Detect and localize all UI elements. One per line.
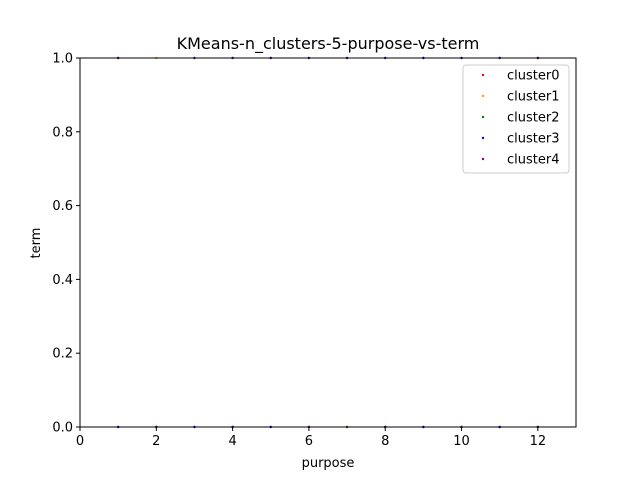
y-tick-label-0: 0.0	[52, 421, 73, 436]
legend-label-cluster4: cluster4	[507, 153, 559, 168]
x-tick-label-3: 6	[305, 434, 313, 449]
y-tick-label-4: 0.8	[52, 125, 73, 140]
legend-marker-cluster3	[481, 136, 485, 140]
x-tick-label-5: 10	[453, 434, 470, 449]
legend-marker-cluster1	[481, 94, 485, 98]
legend-box	[462, 64, 570, 174]
x-tick-label-4: 8	[381, 434, 389, 449]
legend-marker-cluster2	[481, 115, 485, 119]
legend-label-cluster2: cluster2	[507, 111, 559, 126]
x-tick-label-0: 0	[76, 434, 84, 449]
legend-label-cluster3: cluster3	[507, 132, 559, 147]
plot-frame	[79, 57, 577, 428]
x-tick-label-1: 2	[152, 434, 160, 449]
legend-marker-cluster4	[481, 157, 485, 161]
legend-marker-cluster0	[481, 73, 485, 77]
y-tick-label-5: 1.0	[52, 52, 73, 67]
y-tick-label-2: 0.4	[52, 273, 73, 288]
chart-title: KMeans-n_clusters-5-purpose-vs-term	[177, 34, 480, 54]
legend: cluster0 cluster1 cluster2 cluster3 cluster4	[462, 64, 570, 174]
y-tick-label-1: 0.2	[52, 347, 73, 362]
legend-label-cluster1: cluster1	[507, 90, 559, 105]
x-axis-label: purpose	[302, 456, 355, 471]
y-tick-label-3: 0.6	[52, 199, 73, 214]
x-tick-label-6: 12	[530, 434, 547, 449]
legend-label-cluster0: cluster0	[507, 69, 559, 84]
x-tick-label-2: 4	[228, 434, 236, 449]
ticks-layer: 0 2 4 6 8 10 12 0.0 0.2 0.4 0.6 0.8 1.0	[52, 52, 546, 450]
y-axis-label: term	[29, 228, 44, 259]
